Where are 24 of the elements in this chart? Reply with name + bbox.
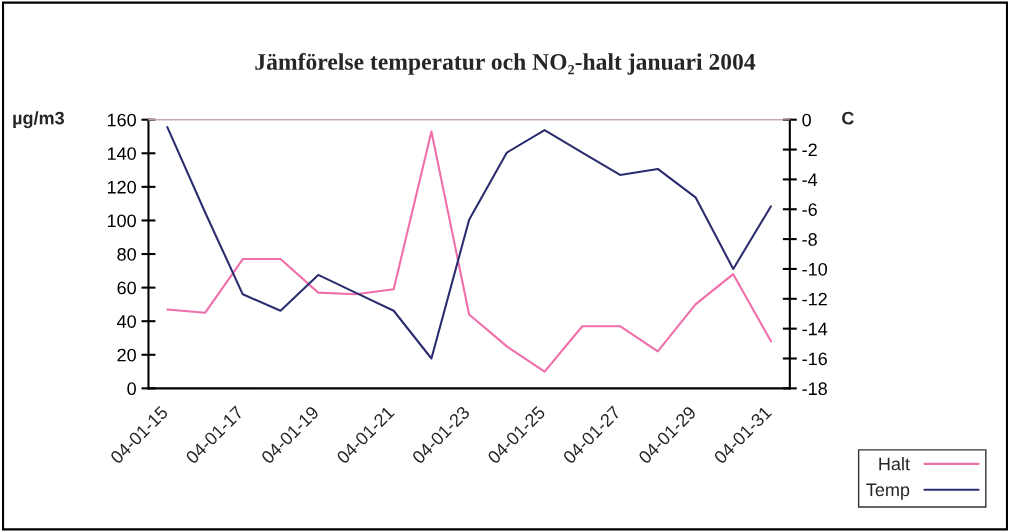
y2-tick-label: -14	[802, 322, 828, 336]
y-tick-label: 80	[117, 247, 136, 261]
y2-tick-label: -4	[802, 173, 818, 186]
y-tick-label: 160	[107, 113, 136, 127]
y-tick-label: 120	[107, 180, 136, 194]
chart-title: Jämförelse temperatur och NO₂-halt januari 2004	[255, 53, 756, 75]
y-tick-label: 20	[117, 348, 136, 362]
y2-tick-label: -2	[802, 143, 817, 157]
y2-axis-title: C	[842, 111, 854, 125]
y-tick-label: 60	[117, 281, 136, 295]
y2-tick-label: -16	[802, 352, 827, 366]
y2-tick-label: 0	[802, 113, 811, 127]
legend-label: Temp	[866, 483, 910, 500]
y2-tick-label: -18	[802, 382, 827, 396]
y2-tick-label: -8	[802, 233, 817, 246]
y-tick-label: 0	[127, 382, 136, 396]
y2-tick-label: -6	[802, 203, 817, 216]
y2-tick-label: -10	[802, 262, 828, 276]
y-tick-label: 40	[117, 315, 136, 328]
y2-tick-label: -12	[802, 292, 827, 306]
y-tick-label: 140	[107, 147, 136, 160]
y-tick-label: 100	[107, 214, 136, 228]
y-axis-title: µg/m3	[13, 111, 65, 129]
legend-label: Halt	[879, 457, 910, 471]
